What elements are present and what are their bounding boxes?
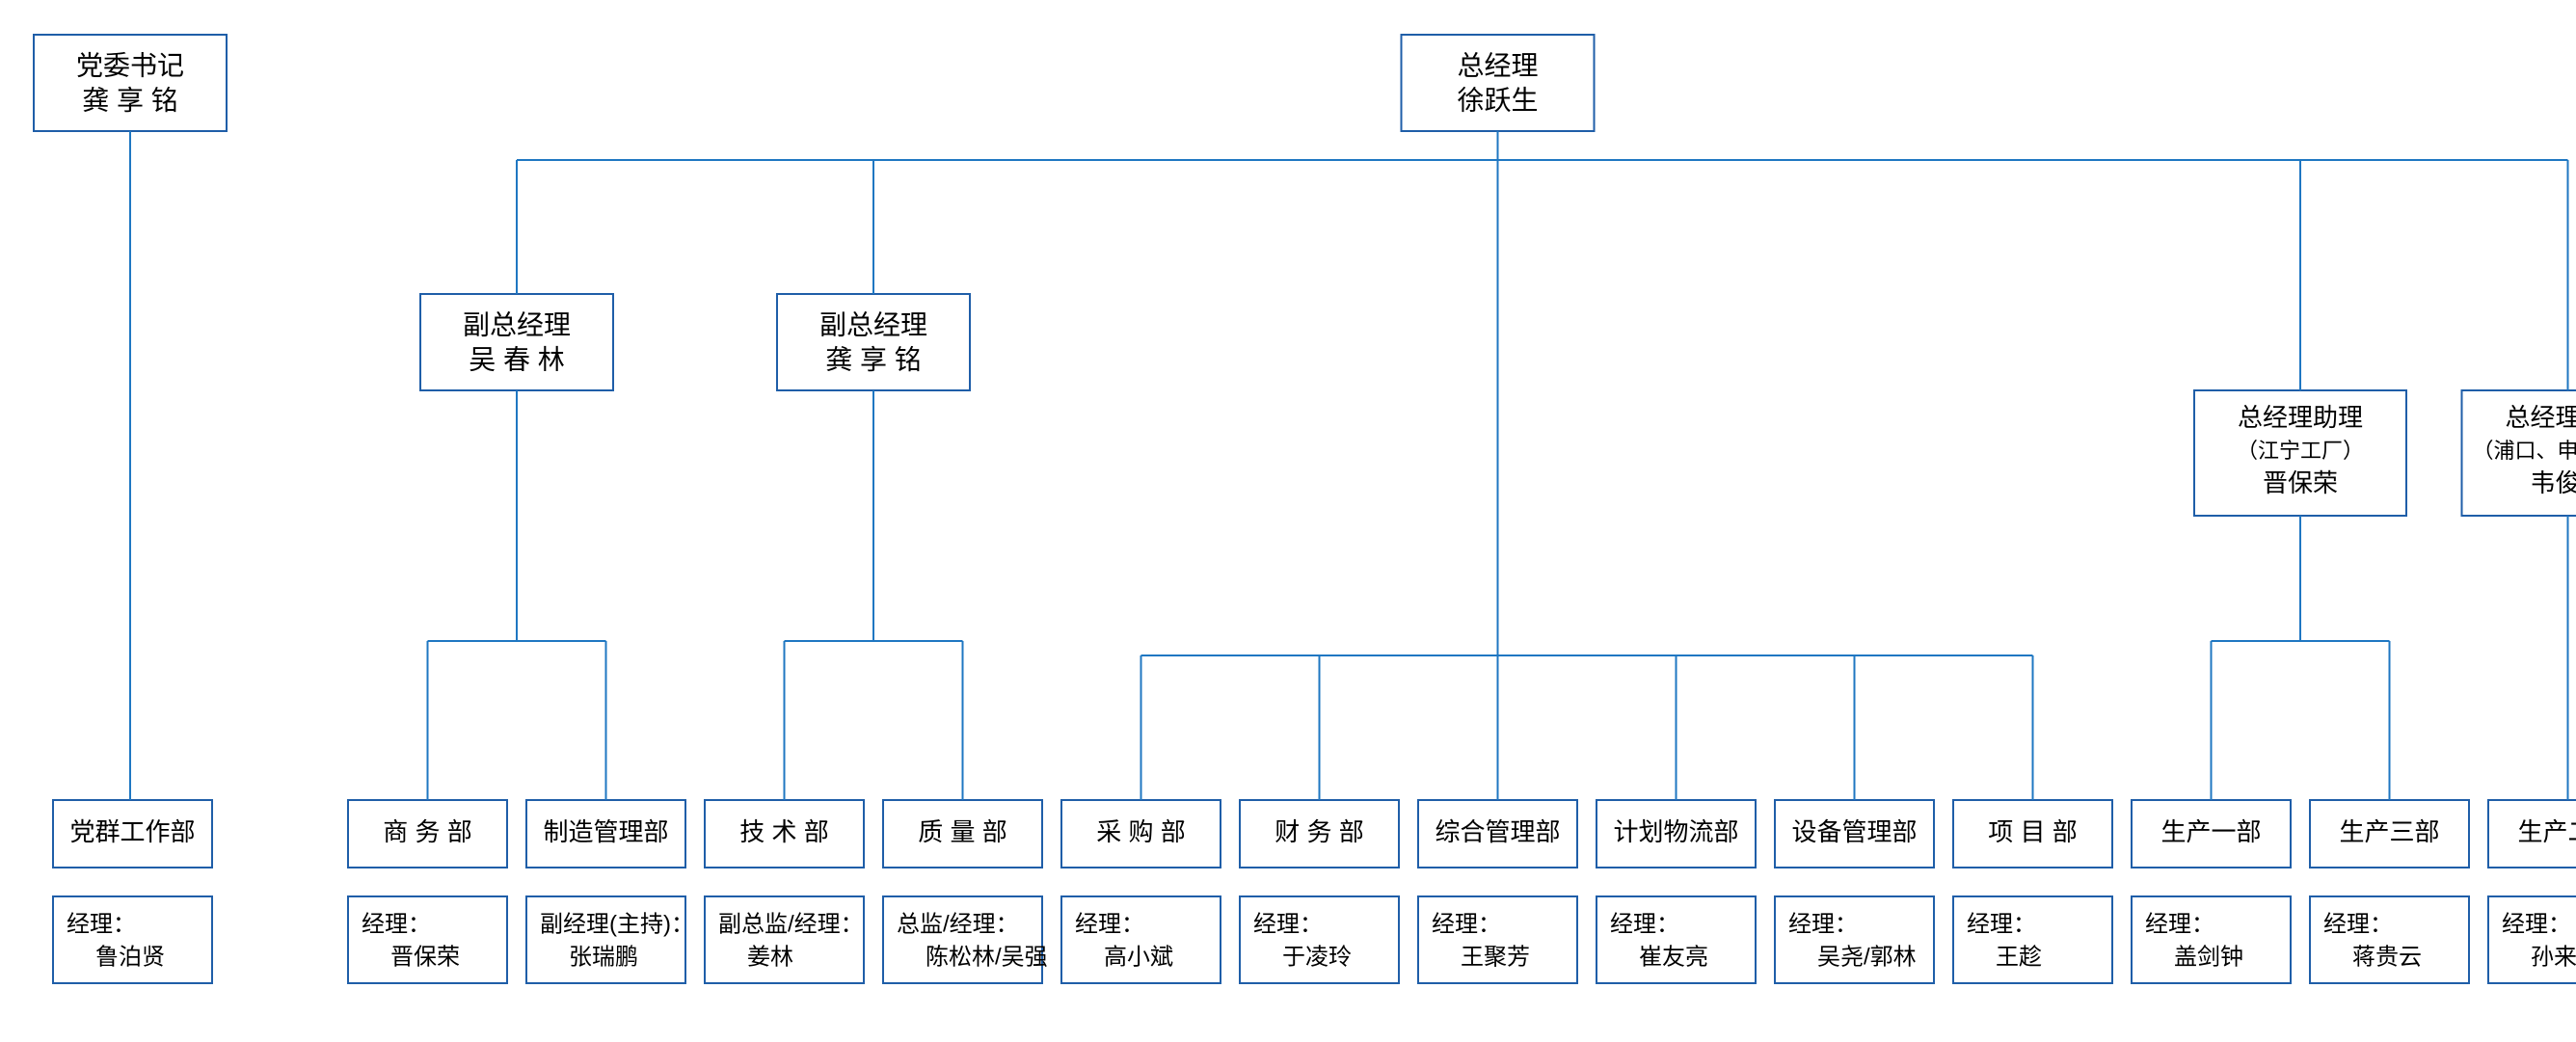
- dgm2-title: 副总经理: [819, 309, 927, 339]
- manager-role-11: 经理：: [2145, 911, 2214, 937]
- dgm1-name: 吴 春 林: [469, 344, 565, 374]
- manager-box-2: [526, 896, 685, 983]
- manager-box-0: [53, 896, 212, 983]
- dept-label-1: 商 务 部: [383, 817, 471, 846]
- manager-name-5: 高小斌: [1104, 944, 1173, 970]
- manager-name-0: 鲁泊贤: [95, 944, 165, 970]
- manager-box-6: [1240, 896, 1399, 983]
- manager-name-3: 姜林: [747, 944, 793, 970]
- manager-box-12: [2310, 896, 2469, 983]
- manager-role-7: 经理：: [1432, 911, 1501, 937]
- dept-label-6: 财 务 部: [1275, 817, 1363, 846]
- manager-name-4: 陈松林/吴强: [926, 944, 1048, 970]
- party-secretary-title: 党委书记: [76, 50, 184, 80]
- manager-role-6: 经理：: [1253, 911, 1323, 937]
- party-secretary-box: [34, 35, 227, 131]
- asst2-name: 韦俊敏: [2530, 468, 2576, 497]
- asst2-sub: （浦口、申迪工厂）: [2472, 439, 2576, 463]
- manager-name-2: 张瑞鹏: [569, 944, 638, 970]
- dept-label-7: 综合管理部: [1435, 817, 1560, 846]
- manager-box-8: [1597, 896, 1756, 983]
- manager-role-9: 经理：: [1788, 911, 1858, 937]
- dept-label-12: 生产三部: [2339, 817, 2439, 846]
- dgm2-name: 龚 享 铭: [825, 344, 922, 374]
- dgm1-title: 副总经理: [463, 309, 571, 339]
- dept-label-8: 计划物流部: [1613, 817, 1738, 846]
- manager-role-10: 经理：: [1967, 911, 2036, 937]
- manager-role-8: 经理：: [1610, 911, 1679, 937]
- gm-box: [1402, 35, 1595, 131]
- manager-role-13: 经理：: [2502, 911, 2571, 937]
- dept-label-11: 生产一部: [2160, 817, 2261, 846]
- gm-title: 总经理: [1457, 50, 1538, 80]
- dept-label-13: 生产二部: [2517, 817, 2576, 846]
- manager-name-10: 王趁: [1996, 944, 2042, 970]
- dept-label-3: 技 术 部: [739, 817, 828, 846]
- manager-role-2: 副经理(主持)：: [540, 911, 694, 937]
- manager-box-9: [1775, 896, 1934, 983]
- dept-label-0: 党群工作部: [69, 817, 195, 846]
- gm-name: 徐跃生: [1457, 85, 1538, 115]
- manager-box-7: [1418, 896, 1577, 983]
- party-secretary-name: 龚 享 铭: [82, 85, 178, 115]
- manager-role-0: 经理：: [67, 911, 136, 937]
- manager-role-5: 经理：: [1075, 911, 1144, 937]
- manager-box-3: [705, 896, 864, 983]
- asst1-name: 晋保荣: [2263, 468, 2338, 497]
- dept-label-2: 制造管理部: [543, 817, 668, 846]
- manager-name-9: 吴尧/郭林: [1817, 944, 1917, 970]
- asst1-sub: （江宁工厂）: [2237, 439, 2364, 463]
- manager-box-5: [1061, 896, 1221, 983]
- dept-label-5: 采 购 部: [1096, 817, 1185, 846]
- manager-name-6: 于凌玲: [1282, 944, 1352, 970]
- manager-name-7: 王聚芳: [1461, 944, 1530, 970]
- manager-box-4: [883, 896, 1042, 983]
- manager-role-12: 经理：: [2323, 911, 2393, 937]
- asst1-title: 总经理助理: [2238, 403, 2363, 432]
- manager-box-10: [1953, 896, 2112, 983]
- dgm1-box: [420, 294, 613, 390]
- manager-box-11: [2132, 896, 2291, 983]
- dept-label-4: 质 量 部: [918, 817, 1006, 846]
- dept-label-9: 设备管理部: [1791, 817, 1917, 846]
- asst2-title: 总经理助理: [2505, 403, 2576, 432]
- manager-name-11: 盖剑钟: [2174, 944, 2243, 970]
- manager-box-1: [348, 896, 507, 983]
- manager-role-4: 总监/经理：: [897, 911, 1019, 937]
- manager-name-8: 崔友亮: [1639, 944, 1708, 970]
- manager-name-12: 蒋贵云: [2352, 944, 2422, 970]
- manager-box-13: [2488, 896, 2576, 983]
- dgm2-box: [777, 294, 970, 390]
- manager-role-3: 副总监/经理：: [718, 911, 864, 937]
- manager-name-13: 孙来军: [2531, 944, 2576, 970]
- manager-role-1: 经理：: [362, 911, 431, 937]
- dept-label-10: 项 目 部: [1988, 817, 2077, 846]
- manager-name-1: 晋保荣: [390, 944, 460, 970]
